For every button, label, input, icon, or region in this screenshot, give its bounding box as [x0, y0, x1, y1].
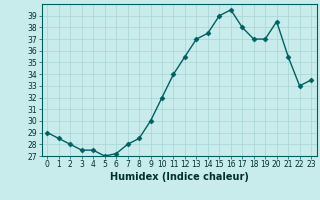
X-axis label: Humidex (Indice chaleur): Humidex (Indice chaleur) [110, 172, 249, 182]
